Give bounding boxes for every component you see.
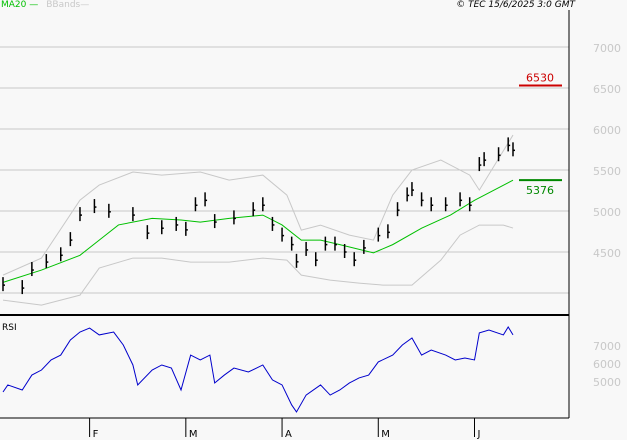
- bb-lower-line: [2, 224, 514, 306]
- bb-upper-line: [2, 134, 514, 276]
- y-tick-label: 4500: [593, 247, 621, 260]
- ma20-line: [2, 179, 514, 283]
- y-tick-label: 6500: [593, 83, 621, 96]
- y-tick-label: 5500: [593, 165, 621, 178]
- legend-bbands: BBands—: [46, 0, 90, 10]
- x-tick-label: M: [381, 429, 390, 440]
- rsi-y-tick-label: 7000: [593, 340, 621, 353]
- rsi-line: [2, 326, 514, 413]
- x-tick-label: J: [477, 429, 481, 440]
- y-tick-label: 6000: [593, 124, 621, 137]
- legend: MA20 — BBands—: [1, 0, 89, 10]
- level-label: 6530: [526, 72, 554, 85]
- rsi-y-tick-label: 6000: [593, 358, 621, 371]
- y-tick-label: 7000: [593, 42, 621, 55]
- legend-ma20: MA20 —: [1, 0, 39, 10]
- copyright: © TEC 15/6/2025 3:0 GMT: [456, 0, 575, 10]
- rsi-title: RSI: [2, 323, 17, 333]
- level-label: 5376: [526, 184, 554, 197]
- x-tick-label: F: [93, 429, 99, 440]
- y-tick-label: 5000: [593, 206, 621, 219]
- rsi-y-tick-label: 5000: [593, 376, 621, 389]
- x-tick-label: M: [189, 429, 198, 440]
- x-tick-label: A: [285, 429, 292, 440]
